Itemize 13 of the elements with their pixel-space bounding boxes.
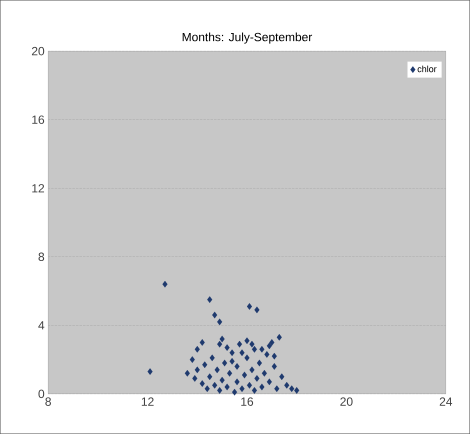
x-tick-label: 8	[45, 397, 51, 406]
y-tick-label: 12	[32, 184, 44, 192]
y-tick-label: 0	[38, 390, 44, 398]
y-tick-label: 20	[32, 46, 44, 56]
x-tick-label: 12	[142, 397, 154, 406]
legend-label: chlor	[418, 66, 437, 72]
y-tick-label: 8	[38, 252, 44, 261]
x-tick-label: 24	[440, 397, 452, 406]
x-tick-label: 20	[340, 397, 353, 406]
y-tick-label: 4	[38, 321, 44, 330]
y-tick-label: 16	[32, 115, 44, 124]
chart-title: Months: July-September	[182, 32, 312, 44]
x-tick-label: 16	[241, 397, 254, 406]
